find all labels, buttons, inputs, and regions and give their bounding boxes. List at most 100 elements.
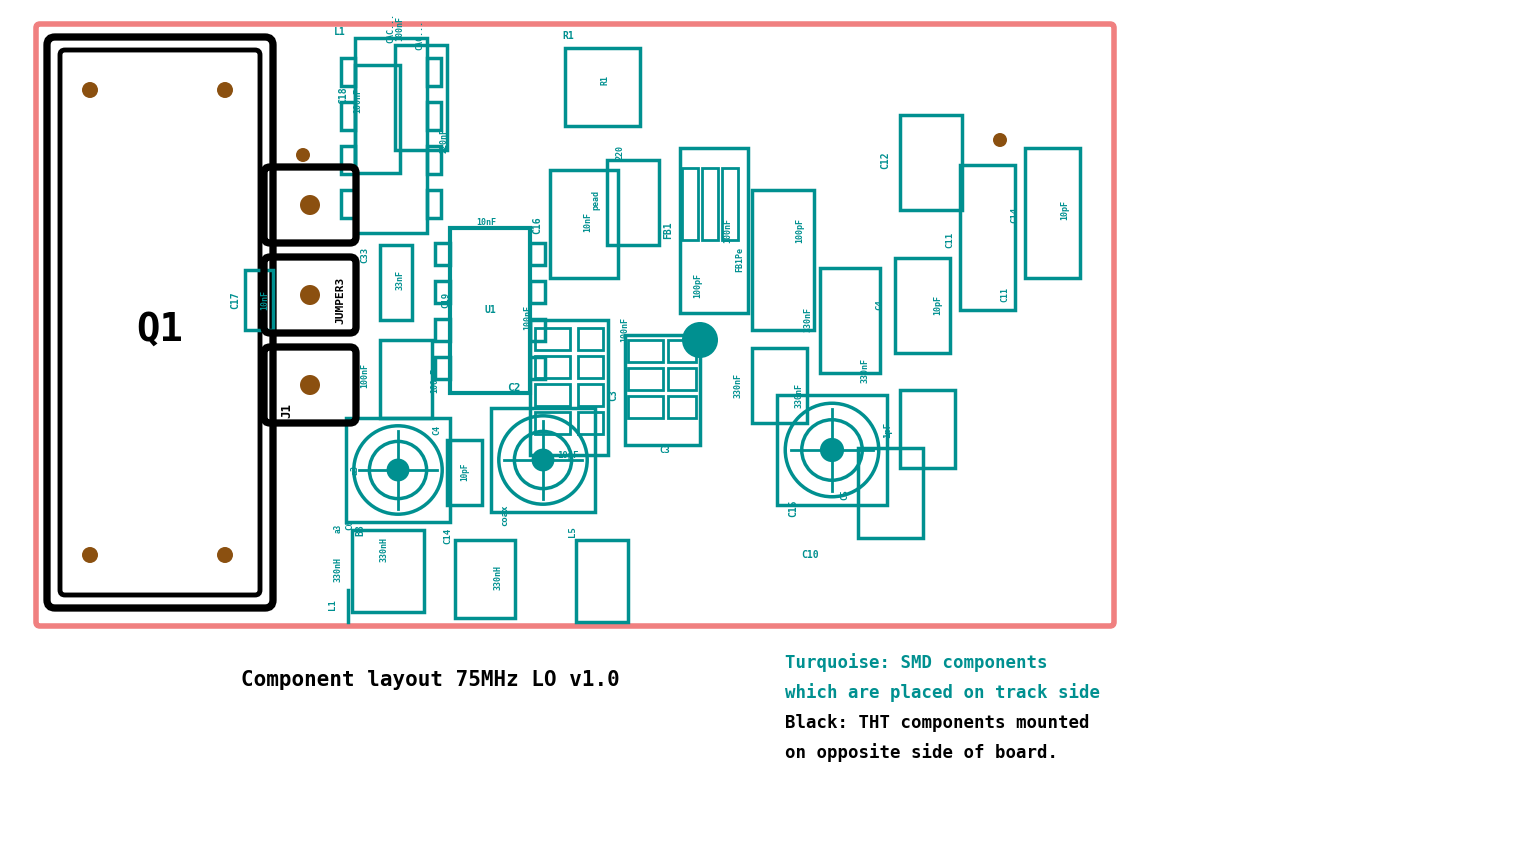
Text: 100nF: 100nF — [360, 362, 370, 388]
Text: C33: C33 — [360, 247, 370, 263]
Text: C11: C11 — [946, 232, 955, 248]
Bar — [346, 418, 450, 522]
Circle shape — [296, 148, 310, 162]
Text: 100nF: 100nF — [621, 318, 630, 342]
Text: 100pF: 100pF — [796, 217, 804, 242]
Bar — [427, 102, 440, 130]
Circle shape — [82, 547, 99, 563]
Bar — [858, 448, 922, 538]
Text: pead: pead — [591, 190, 601, 210]
Bar — [340, 102, 356, 130]
Bar — [245, 270, 273, 330]
Bar — [434, 281, 450, 303]
Text: C16: C16 — [531, 217, 542, 234]
Circle shape — [300, 375, 320, 395]
Circle shape — [531, 449, 554, 472]
Text: C11: C11 — [1001, 288, 1010, 302]
Text: 100nF: 100nF — [524, 306, 533, 330]
Text: 330nH: 330nH — [493, 566, 502, 591]
Bar — [752, 348, 807, 423]
Bar — [722, 168, 738, 240]
Bar — [752, 190, 815, 330]
Text: on opposite side of board.: on opposite side of board. — [785, 744, 1058, 763]
Bar — [895, 258, 950, 353]
Text: 100nF: 100nF — [724, 217, 733, 242]
Bar — [427, 190, 440, 218]
Bar — [491, 408, 594, 512]
Bar — [530, 320, 608, 455]
Circle shape — [993, 133, 1007, 147]
Circle shape — [217, 82, 233, 98]
Text: C14: C14 — [444, 528, 453, 544]
Bar — [380, 340, 433, 418]
Text: C5: C5 — [841, 490, 850, 501]
Text: Component layout 75MHz LO v1.0: Component layout 75MHz LO v1.0 — [240, 670, 619, 690]
Text: Q1: Q1 — [137, 311, 183, 349]
Text: which are placed on track side: which are placed on track side — [785, 683, 1100, 703]
Text: C15: C15 — [788, 499, 798, 517]
Text: 33nF: 33nF — [396, 270, 405, 290]
Bar — [682, 168, 698, 240]
Text: B3: B3 — [356, 524, 365, 536]
Bar — [427, 58, 440, 86]
Bar — [340, 58, 356, 86]
Text: 220nF: 220nF — [439, 128, 448, 152]
Text: 10nF: 10nF — [584, 212, 593, 232]
Text: 100nF: 100nF — [396, 15, 405, 40]
Bar — [668, 368, 696, 390]
Text: L5: L5 — [568, 526, 576, 538]
Bar — [668, 340, 696, 362]
Bar — [578, 356, 604, 378]
Bar — [628, 340, 664, 362]
Text: C10: C10 — [801, 550, 819, 560]
Bar — [340, 146, 356, 174]
Text: coax: coax — [500, 504, 510, 526]
Circle shape — [300, 195, 320, 215]
Bar — [534, 384, 570, 406]
Text: C2: C2 — [507, 383, 521, 393]
Text: 330nF: 330nF — [733, 372, 742, 397]
Text: Black: THT components mounted: Black: THT components mounted — [785, 714, 1089, 732]
Text: 100pF: 100pF — [693, 272, 702, 298]
Bar — [607, 160, 659, 245]
Bar — [681, 148, 748, 313]
Text: C14: C14 — [1010, 207, 1019, 223]
Text: 10nF: 10nF — [476, 217, 496, 227]
Bar — [1026, 148, 1080, 278]
Text: 10pF: 10pF — [460, 463, 470, 481]
Bar — [702, 168, 718, 240]
Text: C12: C12 — [879, 152, 890, 169]
Bar — [578, 384, 604, 406]
Bar — [434, 243, 450, 265]
Text: R1: R1 — [601, 75, 610, 85]
Text: L1: L1 — [334, 27, 346, 37]
Bar — [530, 281, 545, 303]
Bar — [550, 170, 618, 278]
Text: C4: C4 — [876, 300, 884, 311]
Text: 1pF: 1pF — [884, 422, 893, 438]
Bar — [778, 395, 887, 505]
Bar — [534, 328, 570, 350]
Text: CAC...: CAC... — [387, 13, 396, 43]
Bar — [578, 412, 604, 434]
Bar — [628, 368, 664, 390]
Text: JUMPER3: JUMPER3 — [336, 276, 345, 324]
Text: R1: R1 — [562, 31, 574, 41]
Text: C17: C17 — [229, 291, 240, 309]
Text: 10nF: 10nF — [260, 290, 269, 310]
Bar — [578, 328, 604, 350]
Text: C4: C4 — [433, 425, 442, 435]
Bar — [899, 390, 955, 468]
Bar — [534, 356, 570, 378]
Bar — [565, 48, 641, 126]
Circle shape — [682, 322, 718, 358]
Text: 220: 220 — [616, 145, 625, 159]
Bar — [450, 228, 530, 393]
Bar — [447, 440, 482, 505]
Bar — [819, 268, 879, 373]
Bar — [625, 335, 701, 445]
Circle shape — [819, 438, 844, 462]
Text: J1: J1 — [280, 402, 294, 418]
Bar — [530, 319, 545, 341]
Circle shape — [300, 285, 320, 305]
